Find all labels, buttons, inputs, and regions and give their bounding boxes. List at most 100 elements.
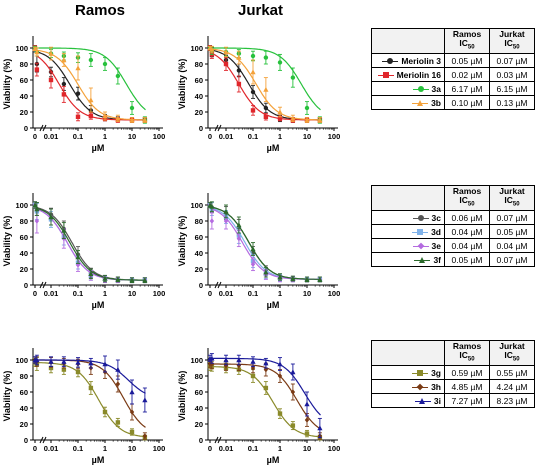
data-point [142, 277, 148, 283]
fit-curve [37, 359, 146, 394]
x-tick-label: 10 [128, 132, 136, 141]
data-point [115, 276, 121, 282]
y-axis-label: Viability (%) [177, 216, 187, 267]
data-point [223, 208, 229, 214]
ramos-plot-group-2: 0 20 40 60 80 100 0 0.01 0.1 1 10 100 µM Viability (%… [2, 193, 166, 310]
data-point [304, 417, 310, 423]
data-point [61, 57, 67, 63]
y-tick-label: 60 [195, 233, 203, 242]
data-point [102, 409, 108, 415]
data-point [236, 362, 242, 369]
data-point [75, 369, 81, 375]
y-tick-label: 40 [20, 404, 28, 413]
fit-curve [37, 47, 146, 111]
header-jurkat: Jurkat IC50 [489, 340, 535, 366]
data-point [75, 359, 81, 365]
x-tick-label: 1 [103, 132, 107, 141]
jurkat-ic50: 0.04 µM [489, 238, 535, 253]
table-row: 3c 0.06 µM 0.07 µM [371, 210, 535, 225]
data-point [317, 276, 323, 282]
data-point [263, 366, 269, 373]
y-tick-label: 100 [15, 44, 28, 53]
x-tick-label: 0.01 [219, 132, 234, 141]
table-row: Meriolin 3 0.05 µM 0.07 µM [371, 53, 535, 68]
x-tick-label: 0 [208, 444, 212, 453]
data-point [48, 365, 54, 371]
ramos-plot-group-1: 0 20 40 60 80 100 0 0.01 0.1 1 10 100 µM Viability (%… [2, 36, 166, 153]
data-point [304, 401, 310, 407]
x-axis-label: µM [267, 143, 280, 153]
compound-cell: 3e [371, 238, 445, 253]
jurkat-plot-group-2: 0 20 40 60 80 100 0 0.01 0.1 1 10 100 µM Viability (%… [177, 193, 341, 310]
fit-curve [212, 48, 321, 121]
y-tick-label: 40 [195, 249, 203, 258]
y-tick-label: 60 [195, 388, 203, 397]
data-point [34, 218, 40, 224]
data-point [263, 105, 269, 111]
data-point [223, 49, 229, 55]
x-tick-label: 100 [153, 289, 166, 298]
data-point [34, 49, 40, 55]
data-point [88, 271, 94, 276]
table-row: Meriolin 16 0.02 µM 0.03 µM [371, 67, 535, 82]
x-tick-label: 100 [328, 132, 341, 141]
data-point [115, 381, 121, 387]
x-tick-label: 0 [33, 289, 37, 298]
header-blank [371, 185, 445, 211]
y-tick-label: 60 [20, 76, 28, 85]
data-point [277, 60, 283, 65]
legend-symbol [412, 99, 429, 107]
data-point [129, 105, 135, 111]
compound-name: 3h [431, 381, 441, 392]
data-point [236, 235, 242, 242]
table-row: 3f 0.05 µM 0.07 µM [371, 252, 535, 267]
data-point [102, 61, 108, 67]
jurkat-plot-group-1: 0 20 40 60 80 100 0 0.01 0.1 1 10 100 µM Viability (%… [177, 36, 341, 153]
x-tick-label: 0 [208, 289, 212, 298]
data-point [223, 357, 229, 363]
legend-symbol [382, 57, 399, 65]
data-point [115, 73, 121, 79]
compound-name: Meriolin 3 [401, 55, 441, 66]
x-tick-label: 100 [153, 132, 166, 141]
data-point [263, 360, 269, 366]
axis-break-mark [42, 281, 47, 289]
compound-cell: 3h [371, 379, 445, 394]
x-tick-label: 0 [208, 132, 212, 141]
header-ramos: Ramos IC50 [444, 28, 490, 54]
y-tick-label: 20 [20, 420, 28, 429]
data-point [263, 269, 269, 275]
x-axis-label: µM [267, 300, 280, 310]
data-point [61, 81, 67, 87]
y-tick-label: 80 [20, 60, 28, 69]
data-point [32, 46, 38, 51]
x-tick-label: 100 [328, 289, 341, 298]
table-row: 3e 0.04 µM 0.04 µM [371, 238, 535, 253]
y-tick-label: 100 [190, 44, 203, 53]
axis-break-mark [39, 281, 44, 289]
x-tick-label: 0.01 [219, 444, 234, 453]
data-point [142, 117, 148, 123]
table-row: 3b 0.10 µM 0.13 µM [371, 95, 535, 110]
y-tick-label: 60 [20, 233, 28, 242]
data-point [317, 117, 323, 123]
data-point [290, 275, 296, 281]
fit-curve [212, 47, 321, 111]
x-tick-label: 0 [33, 132, 37, 141]
y-tick-label: 100 [15, 356, 28, 365]
fit-curve [212, 366, 321, 438]
data-point [236, 222, 242, 228]
table-header-row: Ramos IC50 Jurkat IC50 [371, 185, 535, 211]
data-point [115, 366, 121, 372]
data-point [236, 54, 242, 60]
x-axis-label: µM [92, 143, 105, 153]
data-point [102, 113, 108, 119]
compound-name: 3b [431, 97, 441, 108]
ramos-ic50: 0.05 µM [444, 53, 490, 68]
compound-cell: 3d [371, 224, 445, 239]
data-point [129, 277, 135, 283]
x-tick-label: 0.1 [248, 444, 258, 453]
table-header-row: Ramos IC50 Jurkat IC50 [371, 340, 535, 366]
header-ramos: Ramos IC50 [444, 185, 490, 211]
data-point [32, 202, 38, 208]
